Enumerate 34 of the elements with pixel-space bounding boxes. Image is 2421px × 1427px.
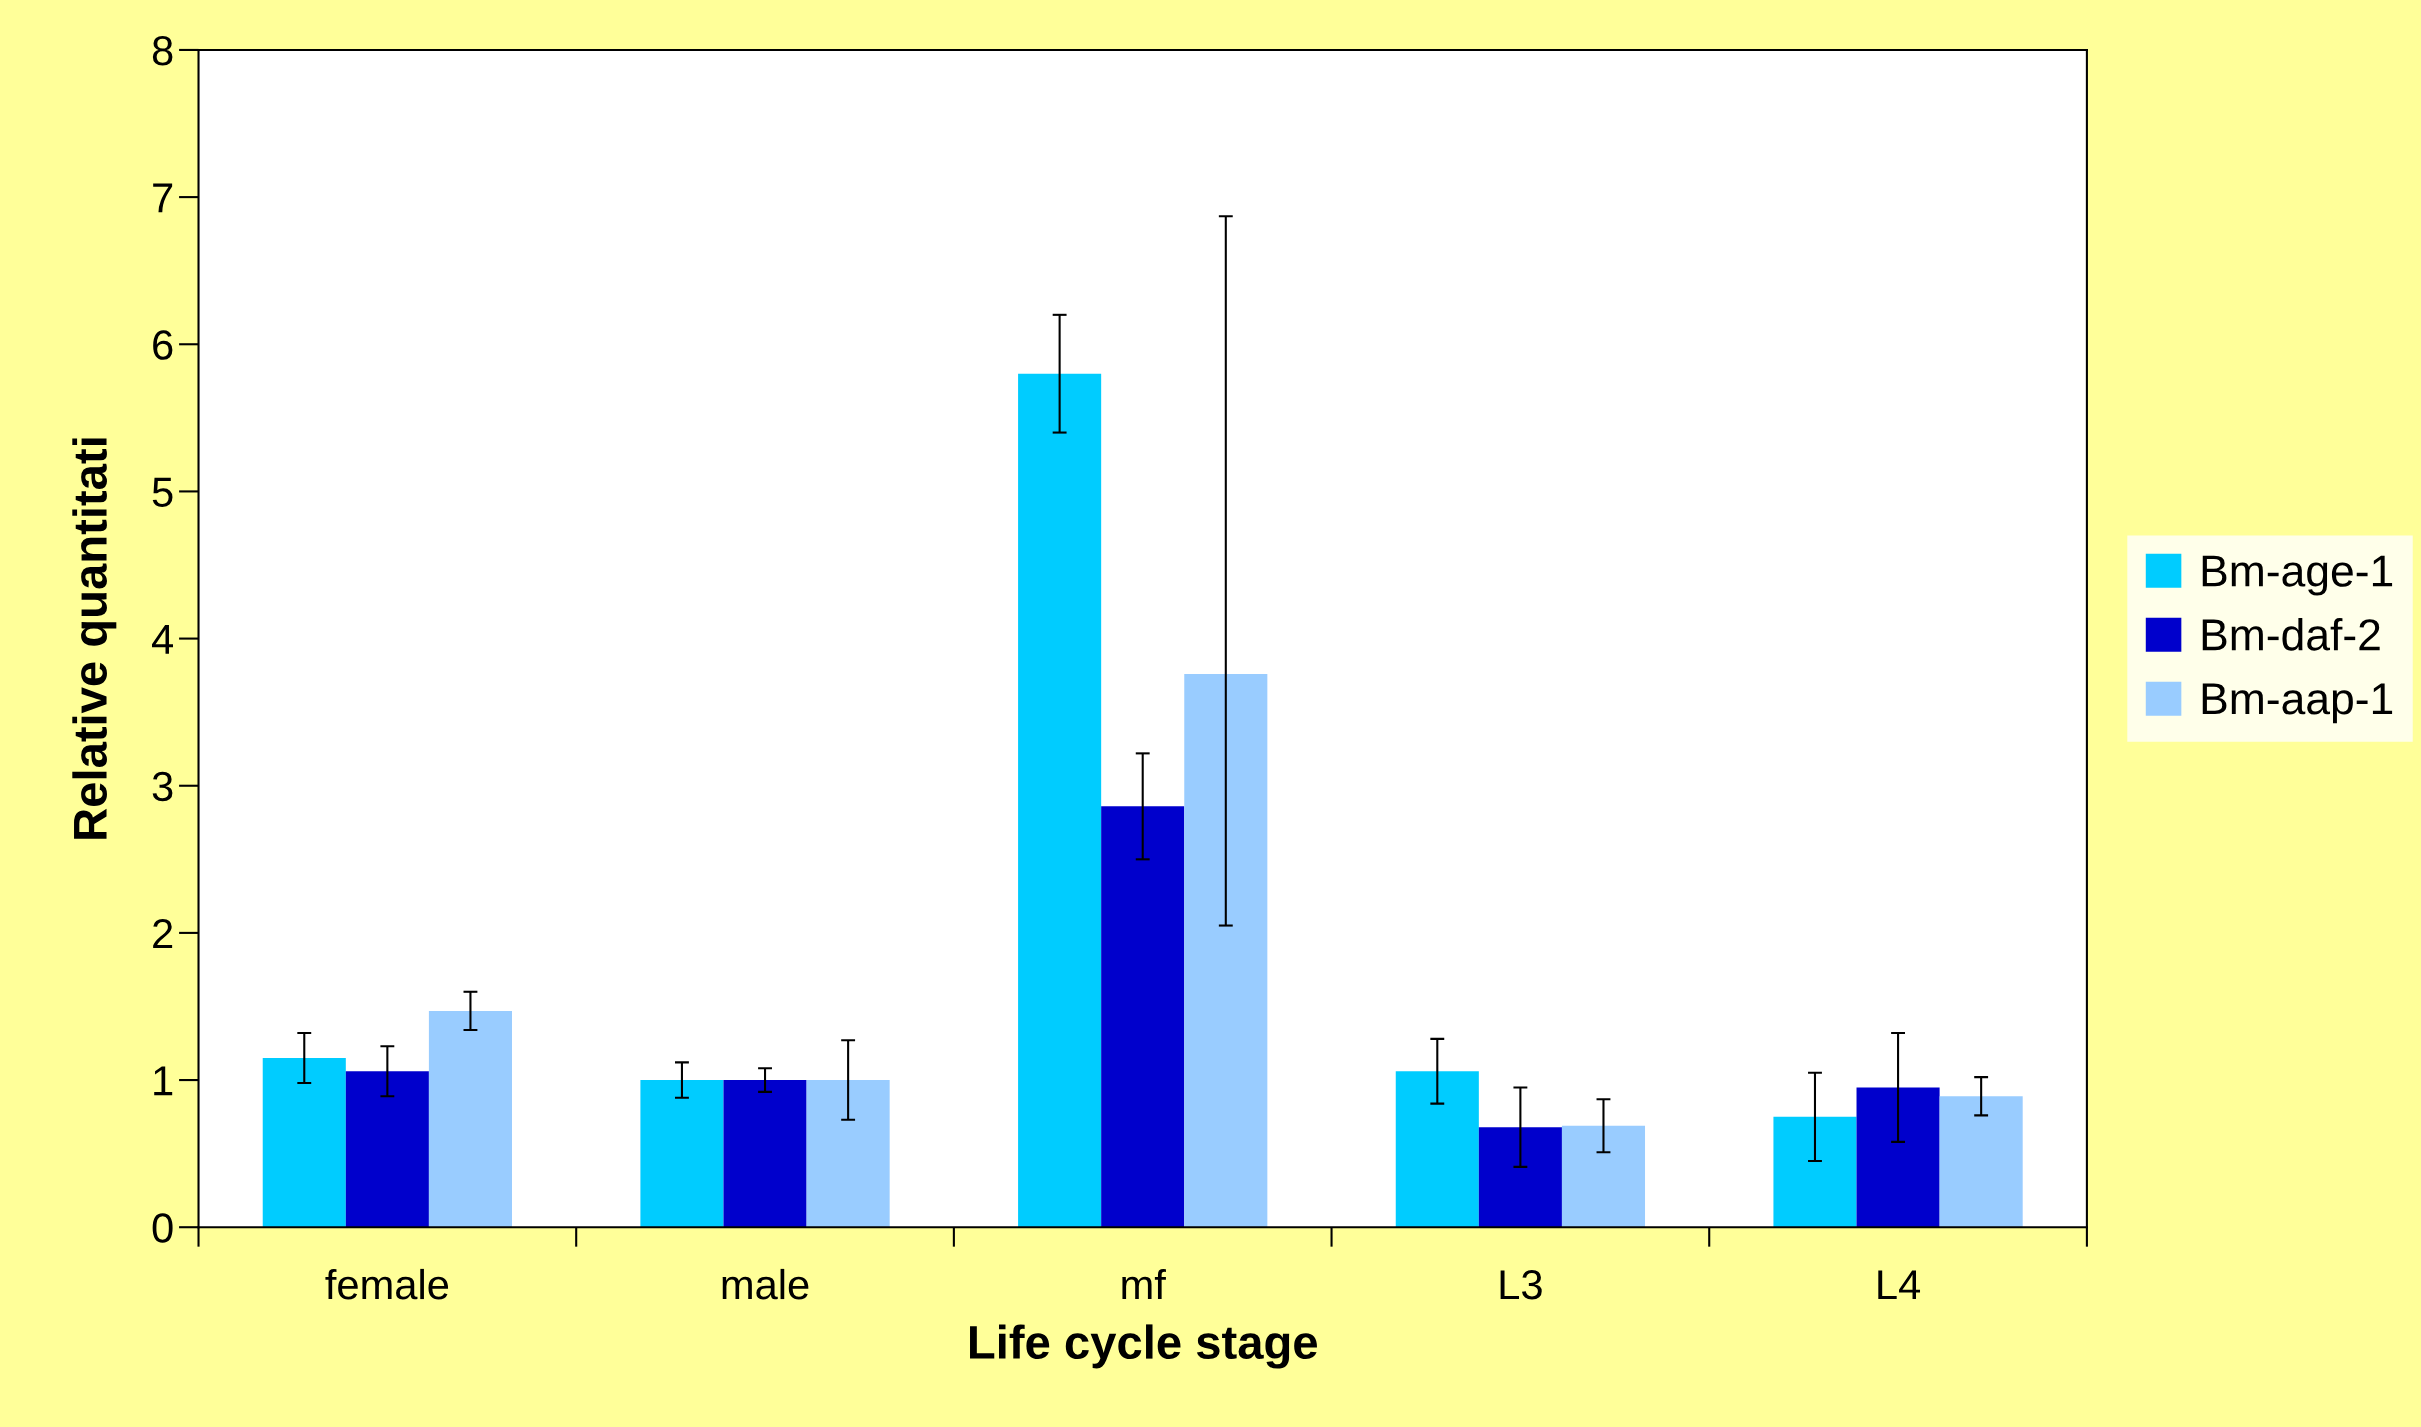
bar xyxy=(1561,1125,1646,1228)
x-tick-label: L4 xyxy=(1878,1270,1921,1300)
legend-label: Bm-aap-1 xyxy=(2202,683,2393,724)
x-tick-label: L3 xyxy=(1500,1269,1542,1300)
y-tick-label: 3 xyxy=(152,771,173,802)
bar xyxy=(1856,1087,1940,1228)
legend-label: Bm-daf-2 xyxy=(2202,617,2380,651)
x-tick-label: female xyxy=(325,1268,449,1300)
y-axis-title: Relative quantitati xyxy=(72,438,117,839)
y-tick-label: 4 xyxy=(152,625,173,654)
y-tick-label: 1 xyxy=(154,1066,173,1096)
bar xyxy=(428,1010,512,1228)
bar xyxy=(640,1080,724,1228)
y-tick-label: 6 xyxy=(153,330,173,360)
y-tick-label: 2 xyxy=(153,918,173,948)
bar xyxy=(723,1080,807,1228)
bar xyxy=(806,1080,890,1228)
bar xyxy=(1018,373,1102,1228)
x-tick-label: mf xyxy=(1122,1268,1166,1300)
bar xyxy=(1939,1096,2023,1228)
bar xyxy=(1101,806,1185,1228)
bar xyxy=(345,1071,429,1228)
y-tick-label: 5 xyxy=(152,477,173,507)
y-tick-label: 7 xyxy=(153,183,173,213)
bar xyxy=(262,1057,346,1228)
y-tick-label: 0 xyxy=(152,1213,173,1243)
bar xyxy=(1184,673,1268,1228)
legend-label: Bm-age-1 xyxy=(2202,555,2393,596)
bar xyxy=(1773,1116,1857,1228)
bar xyxy=(1395,1071,1479,1228)
y-tick-label: 8 xyxy=(152,35,173,66)
x-axis-title: Life cycle stage xyxy=(970,1324,1317,1369)
x-tick-label: male xyxy=(722,1268,809,1300)
bar xyxy=(1478,1127,1562,1228)
